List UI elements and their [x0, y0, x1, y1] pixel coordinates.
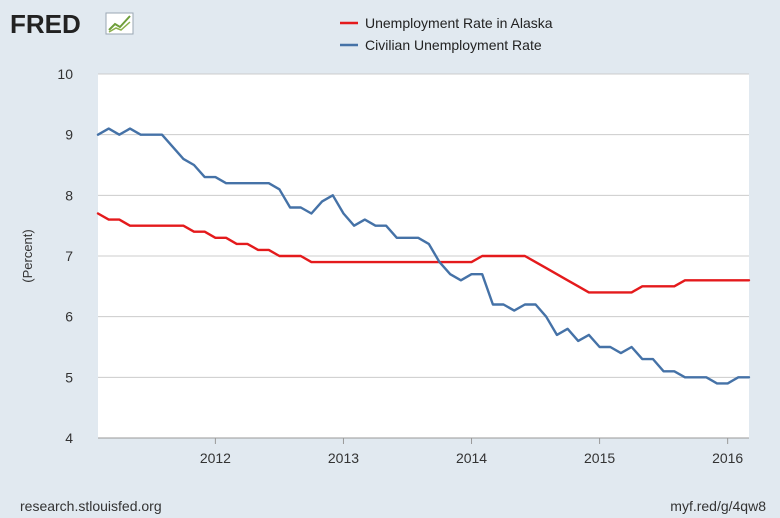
legend-item-civilian[interactable]: Civilian Unemployment Rate	[340, 37, 542, 53]
series-line-alaska	[96, 212, 751, 294]
y-tick-label-4: 4	[65, 430, 73, 446]
x-tick-label-2012: 2012	[200, 450, 231, 466]
legend-label-civilian: Civilian Unemployment Rate	[365, 37, 542, 53]
y-axis-label: (Percent)	[20, 229, 35, 282]
x-tick-label-2015: 2015	[584, 450, 615, 466]
fred-logo[interactable]: FRED	[10, 9, 134, 39]
legend-item-alaska[interactable]: Unemployment Rate in Alaska	[340, 15, 553, 31]
y-tick-label-9: 9	[65, 127, 73, 143]
fred-logo-text: FRED	[10, 9, 81, 39]
x-axis: 2012 2013 2014 2015 2016	[98, 437, 749, 466]
y-tick-label-8: 8	[65, 187, 73, 203]
fred-chart-icon	[105, 12, 134, 35]
legend: Unemployment Rate in Alaska Civilian Une…	[340, 15, 553, 53]
y-tick-label-7: 7	[65, 248, 73, 264]
y-tick-label-6: 6	[65, 309, 73, 325]
x-tick-label-2013: 2013	[328, 450, 359, 466]
source-link[interactable]: research.stlouisfed.org	[20, 498, 162, 514]
x-tick-label-2016: 2016	[712, 450, 743, 466]
y-tick-label-10: 10	[57, 66, 73, 82]
y-tick-label-5: 5	[65, 369, 73, 385]
legend-label-alaska: Unemployment Rate in Alaska	[365, 15, 553, 31]
short-url-link[interactable]: myf.red/g/4qw8	[670, 498, 766, 514]
series-layer	[96, 127, 751, 385]
x-tick-label-2014: 2014	[456, 450, 487, 466]
series-line-civilian	[96, 127, 751, 385]
y-axis: 4 5 6 7 8 9 10	[57, 66, 73, 446]
